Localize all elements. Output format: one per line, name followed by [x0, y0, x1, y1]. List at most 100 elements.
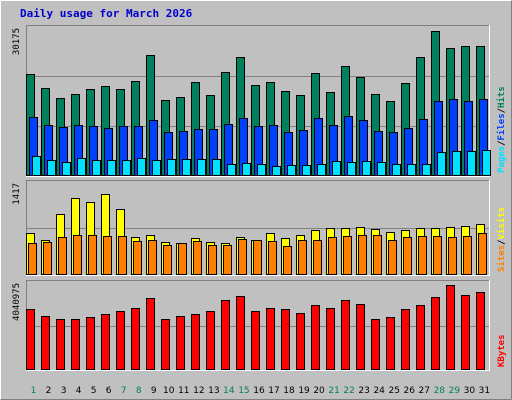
legend-panel1-item-4: Hits [496, 86, 507, 108]
bar-kbytes-day-24 [371, 319, 380, 370]
x-tick-day-11: 11 [178, 386, 189, 396]
bar-sites-day-2 [43, 242, 52, 275]
bar-kbytes-day-31 [476, 292, 485, 370]
x-tick-day-1: 1 [31, 386, 37, 396]
x-tick-day-4: 4 [76, 386, 82, 396]
legend-panel1-item-0: Pages [497, 146, 507, 173]
bar-sites-day-15 [238, 239, 247, 275]
bar-pages-day-8 [137, 158, 146, 176]
bar-sites-day-11 [178, 243, 187, 275]
bar-pages-day-17 [272, 166, 281, 176]
bar-pages-day-12 [197, 159, 206, 176]
bar-kbytes-day-4 [71, 319, 80, 370]
x-tick-day-5: 5 [91, 386, 97, 396]
bar-kbytes-day-13 [206, 311, 215, 370]
x-tick-day-20: 20 [313, 386, 325, 396]
bar-pages-day-1 [32, 156, 41, 176]
bar-kbytes-day-1 [26, 309, 35, 370]
bar-sites-day-31 [478, 233, 487, 275]
bar-kbytes-day-26 [401, 309, 410, 370]
x-tick-day-31: 31 [479, 386, 490, 396]
x-tick-day-3: 3 [61, 386, 67, 396]
bar-pages-day-21 [332, 161, 341, 176]
bar-kbytes-day-12 [191, 314, 200, 370]
x-tick-day-9: 9 [151, 386, 157, 396]
legend-panel1-item-1: / [497, 140, 507, 145]
bar-sites-day-27 [418, 236, 427, 275]
bar-pages-day-5 [92, 160, 101, 176]
bar-kbytes-day-10 [161, 319, 170, 370]
bar-kbytes-day-21 [326, 308, 335, 370]
bar-kbytes-day-8 [131, 308, 140, 370]
bar-pages-day-25 [392, 164, 401, 176]
legend-panel1: Pages/Files/Hits [496, 86, 507, 173]
bar-kbytes-day-3 [56, 319, 65, 370]
bar-pages-day-26 [407, 164, 416, 176]
x-tick-day-30: 30 [464, 386, 476, 396]
bar-pages-day-22 [347, 162, 356, 176]
legend-panel3-item-0: KBytes [497, 334, 507, 367]
panel-3-ymax-label: 4040975 [12, 283, 22, 321]
bar-kbytes-day-27 [416, 305, 425, 370]
bar-pages-day-16 [257, 164, 266, 176]
bar-kbytes-day-20 [311, 305, 320, 370]
bar-pages-day-18 [287, 165, 296, 176]
bar-pages-day-27 [422, 164, 431, 176]
x-tick-day-6: 6 [106, 386, 112, 396]
legend-panel2: Sites/Visits [496, 207, 507, 272]
bar-sites-day-1 [28, 243, 37, 275]
x-tick-day-28: 28 [434, 386, 446, 396]
bar-sites-day-13 [208, 245, 217, 275]
bar-sites-day-18 [283, 246, 292, 275]
bar-kbytes-day-7 [116, 311, 125, 370]
bar-sites-day-28 [433, 236, 442, 275]
x-tick-day-2: 2 [46, 386, 52, 396]
bar-sites-day-8 [133, 241, 142, 275]
bar-pages-day-2 [47, 160, 56, 176]
bar-sites-day-12 [193, 241, 202, 275]
bar-kbytes-day-15 [236, 296, 245, 370]
bar-kbytes-day-18 [281, 309, 290, 370]
bar-pages-day-3 [62, 162, 71, 176]
legend-panel2-item-0: Sites [496, 245, 507, 272]
bar-sites-day-7 [118, 236, 127, 275]
x-tick-day-21: 21 [328, 386, 339, 396]
bar-kbytes-day-30 [461, 295, 470, 370]
x-tick-day-19: 19 [298, 386, 310, 396]
bar-sites-day-24 [373, 235, 382, 275]
bar-pages-day-14 [227, 164, 236, 176]
bar-sites-day-3 [58, 237, 67, 275]
x-tick-day-8: 8 [136, 386, 142, 396]
x-tick-day-27: 27 [419, 386, 430, 396]
x-tick-day-22: 22 [343, 386, 354, 396]
x-tick-day-29: 29 [449, 386, 461, 396]
x-tick-day-16: 16 [253, 386, 265, 396]
x-tick-day-12: 12 [193, 386, 204, 396]
bar-pages-day-24 [377, 162, 386, 176]
bar-sites-day-20 [313, 240, 322, 275]
x-tick-day-24: 24 [373, 386, 385, 396]
bar-kbytes-day-11 [176, 316, 185, 370]
legend-panel1-item-3: / [497, 108, 507, 113]
legend-panel1-item-2: Files [496, 113, 507, 140]
x-tick-day-10: 10 [163, 386, 175, 396]
bar-kbytes-day-5 [86, 317, 95, 370]
bar-pages-day-31 [482, 150, 491, 176]
x-tick-day-15: 15 [238, 386, 249, 396]
bar-kbytes-day-23 [356, 304, 365, 370]
bar-sites-day-25 [388, 240, 397, 275]
chart-title: Daily usage for March 2026 [20, 7, 193, 20]
bar-sites-day-4 [73, 235, 82, 275]
bar-pages-day-9 [152, 160, 161, 176]
bar-pages-day-30 [467, 151, 476, 176]
bar-sites-day-29 [448, 237, 457, 275]
bar-pages-day-29 [452, 151, 461, 176]
x-tick-day-13: 13 [208, 386, 219, 396]
bar-pages-day-4 [77, 158, 86, 176]
bar-sites-day-23 [358, 235, 367, 275]
x-tick-day-25: 25 [388, 386, 399, 396]
x-tick-day-17: 17 [268, 386, 279, 396]
bar-sites-day-30 [463, 236, 472, 275]
